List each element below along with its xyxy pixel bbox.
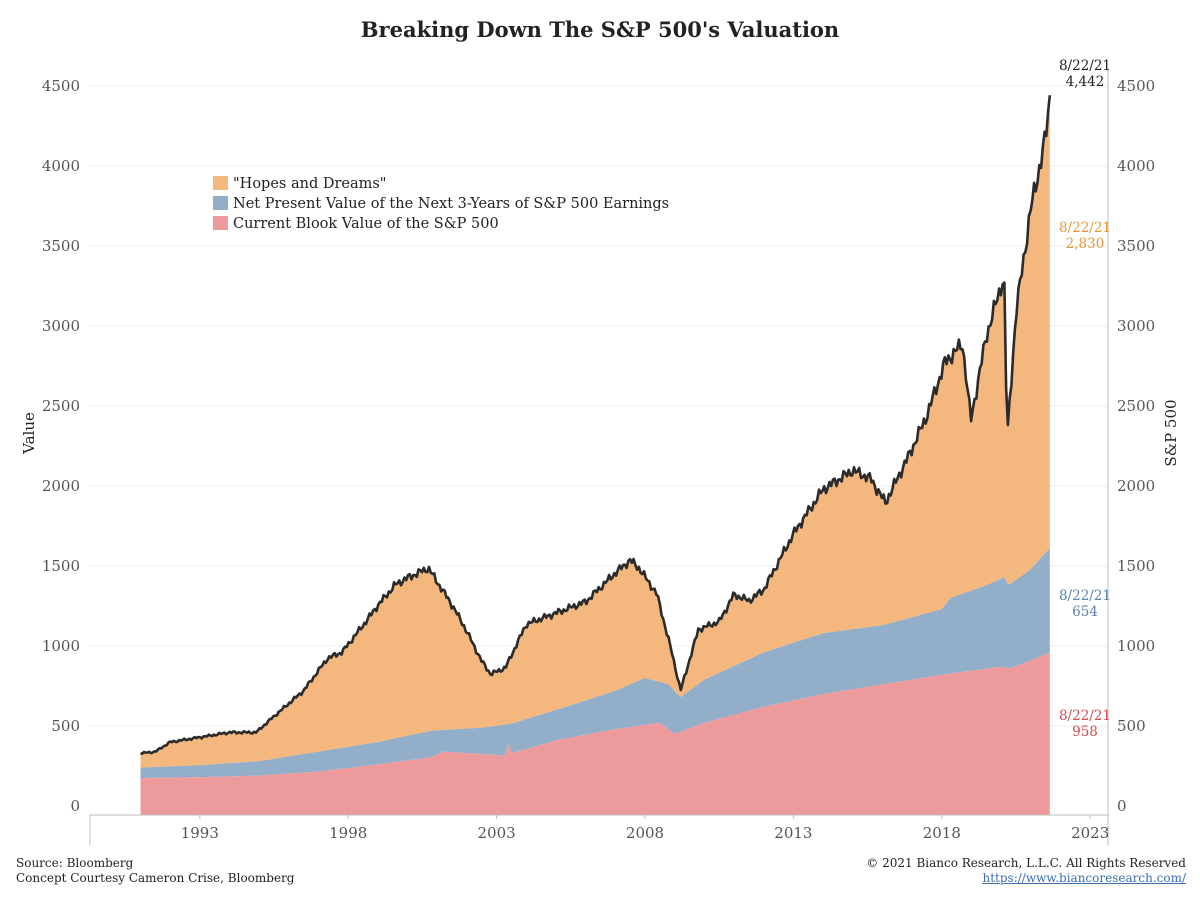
- gridlines: [90, 85, 1108, 727]
- website-link[interactable]: https://www.biancoresearch.com/: [982, 871, 1186, 885]
- y-tick-right-2500: 2500: [1117, 397, 1155, 415]
- footer-right: © 2021 Bianco Research, L.L.C. All Right…: [866, 856, 1186, 886]
- area-book-value: [140, 652, 1050, 815]
- y-tick-right-4000: 4000: [1117, 157, 1155, 175]
- legend-swatch-2: [213, 216, 228, 230]
- spx-line-group: [140, 95, 1052, 755]
- legend-label-1: Net Present Value of the Next 3-Years of…: [233, 196, 669, 212]
- y-tick-left-500: 500: [51, 717, 80, 735]
- legend-label-0: "Hopes and Dreams": [233, 176, 386, 192]
- annotation-npv-date: 8/22/21: [1059, 588, 1111, 604]
- x-tick-1993: 1993: [181, 824, 219, 842]
- y-tick-left-2000: 2000: [42, 477, 80, 495]
- y-tick-right-4500: 4500: [1117, 77, 1155, 95]
- y-tick-right-3500: 3500: [1117, 237, 1155, 255]
- annotation-book-date: 8/22/21: [1059, 708, 1111, 724]
- y-tick-left-4000: 4000: [42, 157, 80, 175]
- y-tick-right-3000: 3000: [1117, 317, 1155, 335]
- y-tick-right-500: 500: [1117, 717, 1146, 735]
- axes: [89, 70, 1109, 845]
- ticks: 0 0 500 500 1000 1000 1500 1500 2000 2000 2500 2500…: [42, 77, 1155, 842]
- source-text: Source: Bloomberg: [16, 856, 134, 870]
- y-tick-left-2500: 2500: [42, 397, 80, 415]
- chart-title: Breaking Down The S&P 500's Valuation: [361, 17, 839, 42]
- x-tick-2003: 2003: [478, 824, 516, 842]
- y-tick-left-1000: 1000: [42, 637, 80, 655]
- x-tick-2023: 2023: [1071, 824, 1109, 842]
- y-axis-title-right: S&P 500: [1162, 399, 1180, 466]
- spx-line: [140, 95, 1052, 755]
- annotation-book-value: 958: [1072, 724, 1098, 740]
- stacked-areas: [140, 95, 1050, 815]
- y-tick-left-3000: 3000: [42, 317, 80, 335]
- y-tick-left-0: 0: [70, 797, 80, 815]
- y-tick-left-4500: 4500: [42, 77, 80, 95]
- x-tick-1998: 1998: [329, 824, 367, 842]
- copyright-text: © 2021 Bianco Research, L.L.C. All Right…: [866, 856, 1186, 870]
- legend-label-2: Current Blook Value of the S&P 500: [233, 216, 499, 232]
- legend-swatch-1: [213, 196, 228, 210]
- annotation-hopes-date: 8/22/21: [1059, 220, 1111, 236]
- y-tick-left-1500: 1500: [42, 557, 80, 575]
- x-tick-2013: 2013: [774, 824, 812, 842]
- annotation-spx-date: 8/22/21: [1059, 58, 1111, 74]
- y-axis-title-left: Value: [20, 412, 38, 455]
- x-tick-2008: 2008: [626, 824, 664, 842]
- area-hopes-and-dreams: [140, 95, 1050, 768]
- y-tick-right-2000: 2000: [1117, 477, 1155, 495]
- annotation-hopes-value: 2,830: [1066, 236, 1105, 252]
- annotations: 8/22/214,4428/22/212,8308/22/216548/22/2…: [1059, 58, 1111, 740]
- area-npv-earnings: [140, 548, 1050, 778]
- y-tick-right-1500: 1500: [1117, 557, 1155, 575]
- y-tick-right-0: 0: [1117, 797, 1127, 815]
- legend: "Hopes and Dreams" Net Present Value of t…: [213, 176, 669, 232]
- y-tick-right-1000: 1000: [1117, 637, 1155, 655]
- annotation-spx-value: 4,442: [1066, 74, 1105, 90]
- x-tick-2018: 2018: [923, 824, 961, 842]
- annotation-npv-value: 654: [1072, 604, 1098, 620]
- footer-left: Source: Bloomberg Concept Courtesy Camer…: [16, 856, 294, 886]
- concept-text: Concept Courtesy Cameron Crise, Bloomber…: [16, 871, 295, 885]
- legend-swatch-0: [213, 176, 228, 190]
- y-tick-left-3500: 3500: [42, 237, 80, 255]
